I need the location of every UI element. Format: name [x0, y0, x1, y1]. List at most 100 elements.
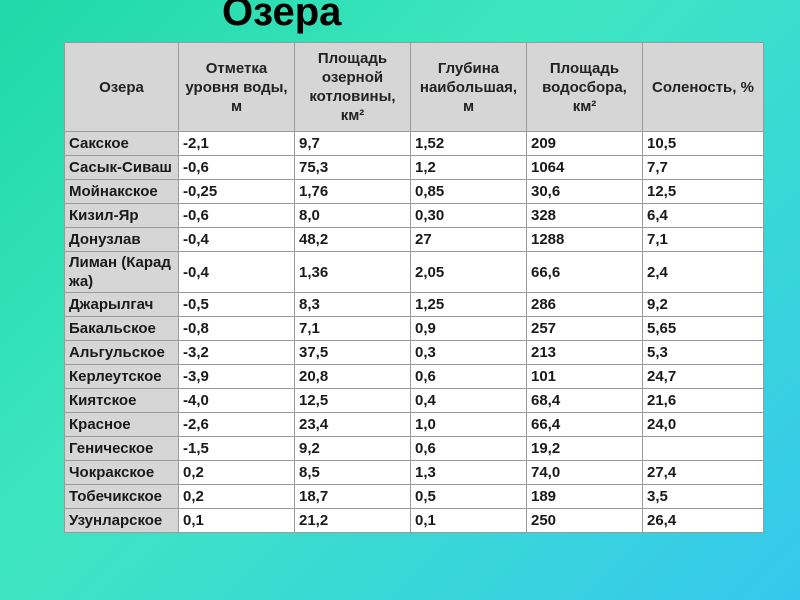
table-row: Красное -2,6 23,4 1,0 66,4 24,0 — [64, 412, 764, 437]
catchment-area-cell: 101 — [526, 364, 643, 389]
catchment-area-cell: 68,4 — [526, 388, 643, 413]
basin-area-cell: 9,2 — [294, 436, 411, 461]
table-row: Сакское -2,1 9,7 1,52 209 10,5 — [64, 131, 764, 156]
column-header-basin-area: Площадь озерной котловины, км² — [294, 42, 411, 132]
catchment-area-cell: 66,6 — [526, 251, 643, 293]
lake-name-cell: Сасык-Сиваш — [64, 155, 179, 180]
lake-name-cell: Чокракское — [64, 460, 179, 485]
salinity-cell: 2,4 — [642, 251, 764, 293]
catchment-area-cell: 209 — [526, 131, 643, 156]
lake-name-cell: Донузлав — [64, 227, 179, 252]
water-level-cell: -3,2 — [178, 340, 295, 365]
lake-name-cell: Керлеутское — [64, 364, 179, 389]
basin-area-cell: 8,0 — [294, 203, 411, 228]
catchment-area-cell: 66,4 — [526, 412, 643, 437]
salinity-cell: 5,65 — [642, 316, 764, 341]
page-title: Озера — [222, 0, 342, 34]
lake-name-cell: Кизил-Яр — [64, 203, 179, 228]
max-depth-cell: 1,2 — [410, 155, 527, 180]
basin-area-cell: 23,4 — [294, 412, 411, 437]
basin-area-cell: 1,36 — [294, 251, 411, 293]
table-row: Альгульское -3,2 37,5 0,3 213 5,3 — [64, 340, 764, 365]
water-level-cell: 0,2 — [178, 484, 295, 509]
max-depth-cell: 1,3 — [410, 460, 527, 485]
water-level-cell: -0,4 — [178, 251, 295, 293]
table-row: Лиман (Караджа) -0,4 1,36 2,05 66,6 2,4 — [64, 251, 764, 293]
water-level-cell: -0,6 — [178, 203, 295, 228]
water-level-cell: -0,4 — [178, 227, 295, 252]
column-header-catchment-area: Площадь водосбора, км² — [526, 42, 643, 132]
table-row: Чокракское 0,2 8,5 1,3 74,0 27,4 — [64, 460, 764, 485]
basin-area-cell: 9,7 — [294, 131, 411, 156]
max-depth-cell: 0,3 — [410, 340, 527, 365]
salinity-cell: 9,2 — [642, 292, 764, 317]
lake-name-cell: Лиман (Караджа) — [64, 251, 179, 293]
table-row: Мойнакское -0,25 1,76 0,85 30,6 12,5 — [64, 179, 764, 204]
catchment-area-cell: 1064 — [526, 155, 643, 180]
catchment-area-cell: 213 — [526, 340, 643, 365]
lake-name-cell: Геническое — [64, 436, 179, 461]
column-header-salinity: Соленость, % — [642, 42, 764, 132]
table-row: Узунларское 0,1 21,2 0,1 250 26,4 — [64, 508, 764, 533]
salinity-cell: 12,5 — [642, 179, 764, 204]
catchment-area-cell: 328 — [526, 203, 643, 228]
water-level-cell: -0,5 — [178, 292, 295, 317]
basin-area-cell: 37,5 — [294, 340, 411, 365]
max-depth-cell: 0,6 — [410, 436, 527, 461]
table-row: Геническое -1,5 9,2 0,6 19,2 — [64, 436, 764, 461]
table-row: Донузлав -0,4 48,2 27 1288 7,1 — [64, 227, 764, 252]
lake-name-cell: Узунларское — [64, 508, 179, 533]
table-row: Кизил-Яр -0,6 8,0 0,30 328 6,4 — [64, 203, 764, 228]
column-header-lake: Озера — [64, 42, 179, 132]
lake-name-cell: Красное — [64, 412, 179, 437]
table-row: Джарылгач -0,5 8,3 1,25 286 9,2 — [64, 292, 764, 317]
salinity-cell: 5,3 — [642, 340, 764, 365]
table-row: Керлеутское -3,9 20,8 0,6 101 24,7 — [64, 364, 764, 389]
lakes-table: Озера Отметка уровня воды, м Площадь озе… — [64, 42, 764, 533]
water-level-cell: -0,8 — [178, 316, 295, 341]
water-level-cell: 0,2 — [178, 460, 295, 485]
basin-area-cell: 75,3 — [294, 155, 411, 180]
basin-area-cell: 8,3 — [294, 292, 411, 317]
salinity-cell: 21,6 — [642, 388, 764, 413]
salinity-cell — [642, 436, 764, 461]
water-level-cell: -0,6 — [178, 155, 295, 180]
salinity-cell: 24,0 — [642, 412, 764, 437]
column-header-max-depth: Глубина наибольшая, м — [410, 42, 527, 132]
catchment-area-cell: 19,2 — [526, 436, 643, 461]
lake-name-cell: Альгульское — [64, 340, 179, 365]
table-body: Сакское -2,1 9,7 1,52 209 10,5 Сасык-Сиваш -0,6… — [64, 131, 764, 533]
column-header-water-level: Отметка уровня воды, м — [178, 42, 295, 132]
max-depth-cell: 0,6 — [410, 364, 527, 389]
salinity-cell: 3,5 — [642, 484, 764, 509]
max-depth-cell: 0,30 — [410, 203, 527, 228]
header-row: Озера Отметка уровня воды, м Площадь озе… — [64, 42, 764, 132]
max-depth-cell: 2,05 — [410, 251, 527, 293]
salinity-cell: 27,4 — [642, 460, 764, 485]
catchment-area-cell: 1288 — [526, 227, 643, 252]
basin-area-cell: 48,2 — [294, 227, 411, 252]
lake-name-cell: Джарылгач — [64, 292, 179, 317]
catchment-area-cell: 257 — [526, 316, 643, 341]
max-depth-cell: 27 — [410, 227, 527, 252]
salinity-cell: 7,7 — [642, 155, 764, 180]
max-depth-cell: 0,4 — [410, 388, 527, 413]
catchment-area-cell: 74,0 — [526, 460, 643, 485]
max-depth-cell: 0,5 — [410, 484, 527, 509]
catchment-area-cell: 286 — [526, 292, 643, 317]
basin-area-cell: 21,2 — [294, 508, 411, 533]
basin-area-cell: 18,7 — [294, 484, 411, 509]
water-level-cell: -3,9 — [178, 364, 295, 389]
water-level-cell: -2,6 — [178, 412, 295, 437]
salinity-cell: 10,5 — [642, 131, 764, 156]
lake-name-cell: Киятское — [64, 388, 179, 413]
water-level-cell: -1,5 — [178, 436, 295, 461]
max-depth-cell: 1,25 — [410, 292, 527, 317]
water-level-cell: -4,0 — [178, 388, 295, 413]
salinity-cell: 7,1 — [642, 227, 764, 252]
max-depth-cell: 1,0 — [410, 412, 527, 437]
lake-name-cell: Сакское — [64, 131, 179, 156]
salinity-cell: 26,4 — [642, 508, 764, 533]
table-row: Бакальское -0,8 7,1 0,9 257 5,65 — [64, 316, 764, 341]
lake-name-cell: Мойнакское — [64, 179, 179, 204]
